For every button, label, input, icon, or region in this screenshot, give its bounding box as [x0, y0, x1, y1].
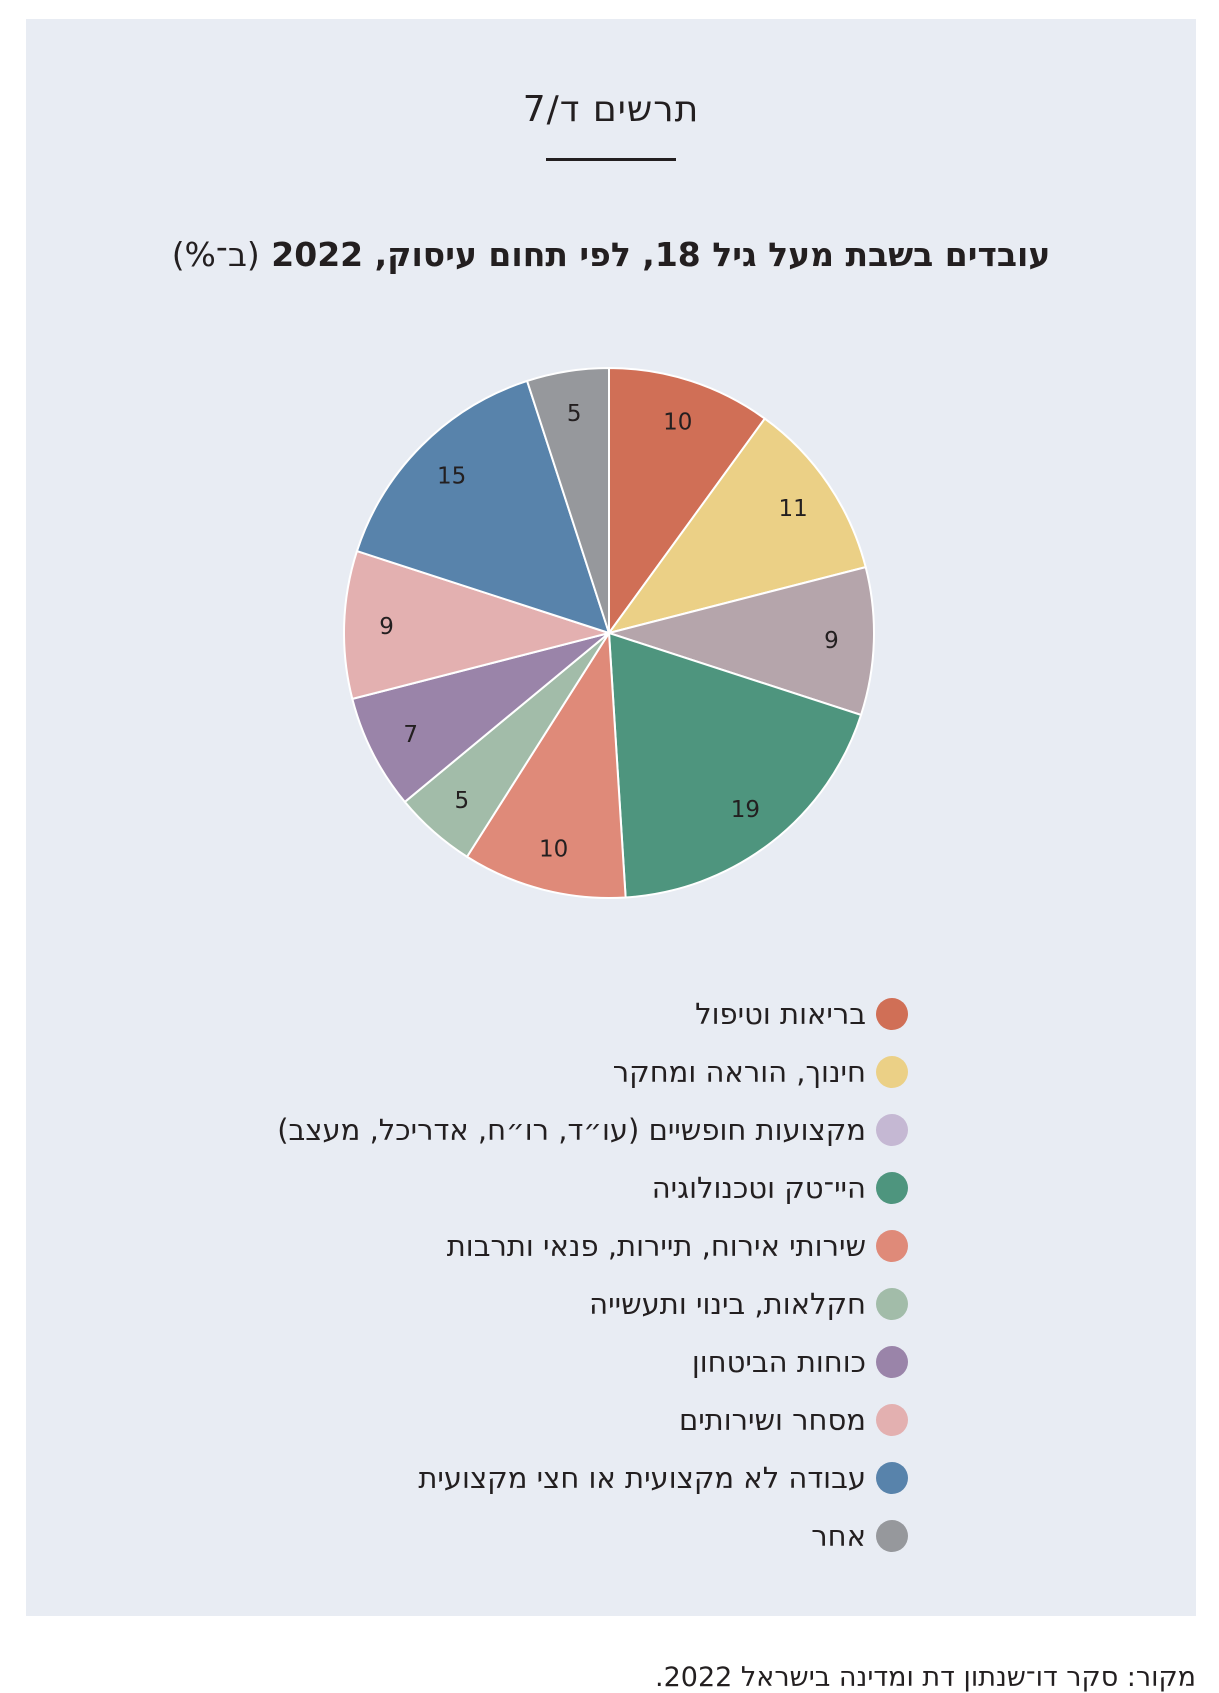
slice-value-label: 5: [567, 401, 582, 427]
legend-item: בריאות וטיפול: [277, 985, 908, 1043]
legend-swatch: [876, 1404, 908, 1436]
legend: בריאות וטיפול חינוך, הוראה ומחקר מקצועות ח…: [277, 985, 908, 1565]
slice-value-label: 9: [379, 614, 394, 640]
slice-value-label: 10: [539, 837, 568, 863]
figure-number: תרשים ד/7: [522, 89, 700, 130]
chart-title-unit: (ב־%): [171, 235, 260, 274]
pie-slice-10: [525, 366, 610, 634]
legend-item: עבודה לא מקצועית או חצי מקצועית: [277, 1449, 908, 1507]
legend-swatch: [876, 1288, 908, 1320]
legend-label: היי־טק וטכנולוגיה: [651, 1171, 866, 1205]
legend-label: אחר: [811, 1519, 866, 1553]
pie-slice-3: [605, 565, 875, 717]
slice-value-label: 10: [663, 409, 692, 435]
legend-swatch: [876, 1056, 908, 1088]
legend-swatch: [876, 1520, 908, 1552]
slice-value-label: 5: [454, 788, 469, 814]
legend-item: חינוך, הוראה ומחקר: [277, 1043, 908, 1101]
legend-item: היי־טק וטכנולוגיה: [277, 1159, 908, 1217]
chart-title-text: עובדים בשבת מעל גיל 18, לפי תחום עיסוק, …: [271, 235, 1051, 274]
legend-label: עבודה לא מקצועית או חצי מקצועית: [418, 1461, 866, 1495]
legend-item: מקצועות חופשיים (עו״ד, רו״ח, אדריכל, מעצ…: [277, 1101, 908, 1159]
legend-item: אחר: [277, 1507, 908, 1565]
legend-label: בריאות וטיפול: [695, 997, 866, 1031]
slice-value-label: 9: [824, 628, 839, 654]
legend-swatch: [876, 1114, 908, 1146]
pie-slice-7: [351, 632, 610, 804]
legend-item: שירותי אירוח, תיירות, פנאי ותרבות: [277, 1217, 908, 1275]
pie-slice-9: [355, 379, 611, 635]
source-note: מקור: סקר דו־שנתון דת ומדינה בישראל 2022…: [655, 1662, 1196, 1693]
legend-item: מסחר ושירותים: [277, 1391, 908, 1449]
slice-value-label: 11: [778, 496, 807, 522]
pie-slice-8: [343, 549, 613, 701]
chart-title: עובדים בשבת מעל גיל 18, לפי תחום עיסוק, …: [26, 235, 1196, 274]
chart-panel: תרשים ד/7 עובדים בשבת מעל גיל 18, לפי תח…: [26, 19, 1196, 1616]
legend-item: חקלאות, בינוי ותעשייה: [277, 1275, 908, 1333]
title-divider: [546, 158, 676, 161]
pie-slice-1: [608, 366, 767, 637]
legend-swatch: [876, 1172, 908, 1204]
legend-swatch: [876, 998, 908, 1030]
pie-slice-2: [606, 417, 867, 635]
slice-value-label: 15: [437, 464, 466, 490]
legend-swatch: [876, 1462, 908, 1494]
legend-label: חינוך, הוראה ומחקר: [612, 1055, 866, 1089]
legend-label: מסחר ושירותים: [678, 1403, 866, 1437]
legend-swatch: [876, 1346, 908, 1378]
legend-label: חקלאות, בינוי ותעשייה: [589, 1287, 866, 1321]
slice-value-label: 19: [731, 797, 760, 823]
pie-chart: 10 11 9 19 10 5 7 9 15 5: [343, 366, 875, 899]
legend-item: כוחות הביטחון: [277, 1333, 908, 1391]
pie-slice-5: [465, 629, 627, 899]
legend-label: מקצועות חופשיים (עו״ד, רו״ח, אדריכל, מעצ…: [277, 1113, 866, 1147]
slice-value-label: 7: [403, 722, 418, 748]
legend-label: כוחות הביטחון: [691, 1345, 866, 1379]
legend-swatch: [876, 1230, 908, 1262]
pie-slice-4: [607, 631, 863, 899]
legend-label: שירותי אירוח, תיירות, פנאי ותרבות: [446, 1229, 866, 1263]
